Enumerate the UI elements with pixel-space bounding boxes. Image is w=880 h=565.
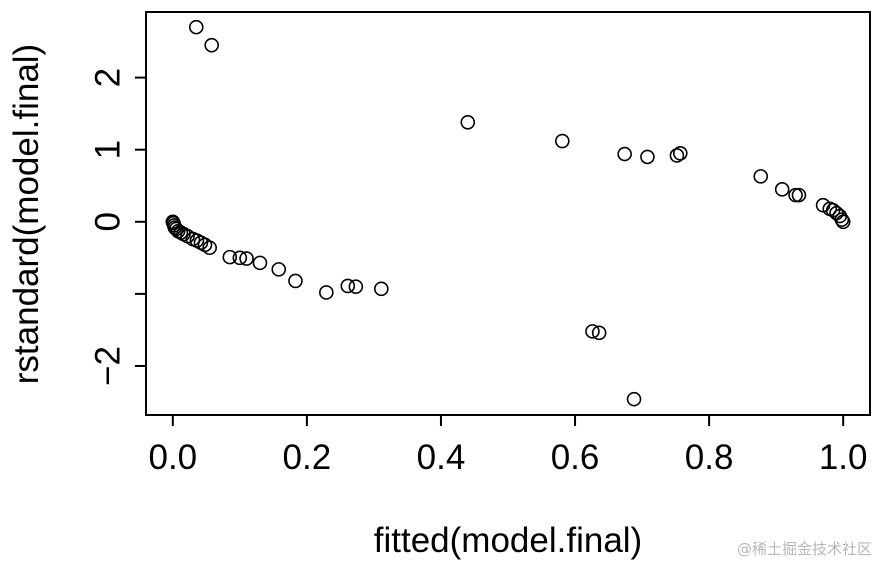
data-point — [626, 391, 642, 407]
data-point — [348, 279, 364, 294]
data-point — [669, 148, 685, 163]
y-tick-label: −2 — [89, 346, 128, 386]
y-tick-label: 1 — [89, 140, 128, 159]
data-point — [834, 212, 850, 227]
data-point — [252, 255, 268, 271]
data-point — [204, 37, 219, 53]
data-point — [640, 149, 655, 165]
data-point — [197, 237, 213, 253]
y-tick-label: 0 — [89, 212, 128, 231]
y-axis: −2 0 1 2 — [89, 68, 146, 386]
data-point — [788, 187, 803, 203]
data-point — [554, 133, 570, 149]
data-point — [672, 146, 688, 161]
data-point — [835, 214, 851, 230]
data-point — [591, 325, 607, 341]
data-point — [232, 250, 248, 266]
data-point — [288, 273, 303, 289]
x-tick-label: 0.2 — [283, 438, 332, 477]
watermark: @稀土掘金技术社区 — [736, 540, 872, 558]
data-point — [373, 281, 389, 297]
data-point — [460, 115, 476, 130]
data-point — [168, 221, 184, 237]
data-point — [271, 262, 287, 277]
data-point — [791, 187, 807, 203]
data-point — [774, 182, 790, 197]
x-tick-label: 0.0 — [148, 438, 197, 477]
plot-frame — [145, 11, 871, 416]
data-point — [222, 249, 238, 265]
data-point — [340, 278, 356, 294]
data-point — [188, 19, 204, 35]
x-tick-label: 0.6 — [551, 438, 600, 477]
data-point — [585, 324, 600, 339]
y-tick-label: 2 — [89, 68, 128, 87]
data-point — [617, 146, 632, 162]
data-point — [319, 285, 334, 300]
x-axis-title: fitted(model.final) — [374, 521, 642, 560]
data-points — [165, 19, 851, 407]
x-tick-label: 1.0 — [819, 438, 868, 477]
data-point — [753, 169, 769, 184]
y-axis-title: rstandard(model.final) — [7, 44, 46, 384]
x-tick-label: 0.4 — [417, 438, 466, 477]
data-point — [239, 251, 254, 266]
data-point — [202, 240, 217, 256]
x-axis: 0.0 0.2 0.4 0.6 0.8 1.0 — [148, 415, 868, 477]
x-tick-label: 0.8 — [685, 438, 734, 477]
